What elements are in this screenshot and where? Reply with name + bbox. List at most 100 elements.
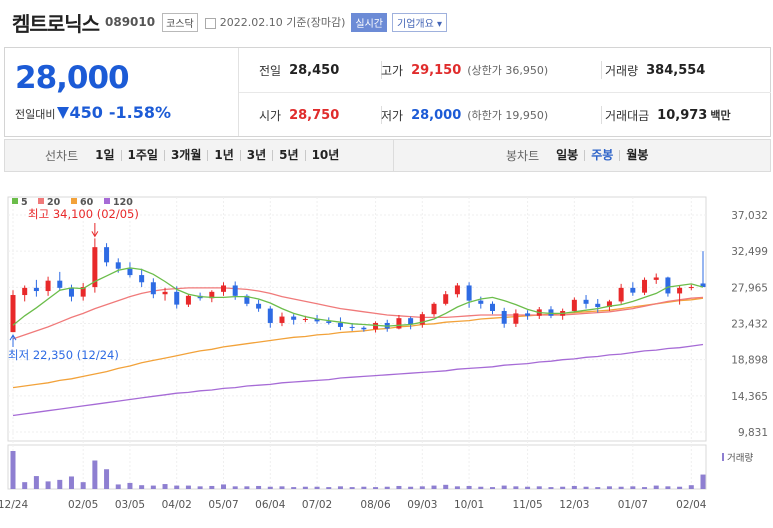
volume-cell: 거래량 384,554 bbox=[585, 48, 771, 92]
volume-bar bbox=[373, 487, 379, 489]
volume-bar bbox=[466, 485, 472, 489]
candle-body bbox=[337, 322, 343, 327]
candle-body bbox=[489, 303, 495, 311]
volume-bar bbox=[536, 486, 542, 489]
y-tick-label: 9,831 bbox=[738, 427, 768, 439]
volume-bar bbox=[384, 486, 390, 489]
price-change: 전일대비 450 -1.58% bbox=[15, 103, 171, 122]
volume-legend-label: 거래량 bbox=[727, 452, 753, 464]
line-period-button-5[interactable]: 5년 bbox=[272, 149, 304, 161]
line-period-button-2[interactable]: 3개월 bbox=[163, 149, 207, 161]
volume-bar bbox=[185, 485, 191, 489]
volume-bar bbox=[33, 476, 39, 489]
detail-row: 시가 28,750 저가 28,000 (하한가 19,950) 거래대금 10,973… bbox=[239, 92, 771, 136]
candle-body bbox=[92, 247, 98, 288]
line-period-button-1[interactable]: 1주일 bbox=[120, 149, 164, 161]
x-tick-label: 02/05 bbox=[68, 499, 98, 511]
volume-bar bbox=[513, 486, 519, 489]
candle-body bbox=[33, 287, 39, 292]
volume-bar bbox=[501, 485, 507, 489]
amount-value: 10,973 bbox=[657, 107, 708, 123]
candle-body bbox=[80, 287, 86, 297]
y-tick-label: 27,965 bbox=[731, 282, 768, 294]
candle-period-button-0[interactable]: 일봉 bbox=[556, 148, 579, 162]
candle-body bbox=[326, 321, 332, 323]
candle-body bbox=[466, 285, 472, 301]
x-tick-label: 10/01 bbox=[454, 499, 484, 511]
line-period-button-4[interactable]: 3년 bbox=[239, 149, 272, 161]
volume-bar bbox=[326, 487, 332, 489]
price-summary-box: 28,000 전일대비 450 -1.58% 전일 28,450 고가 29,150 (상… bbox=[4, 47, 771, 137]
volume-bar bbox=[68, 476, 74, 489]
line-chart-label: 선차트 bbox=[45, 149, 79, 163]
candle-period-button-1[interactable]: 주봉 bbox=[584, 149, 619, 161]
candle-body bbox=[314, 318, 320, 322]
low-annotation: 최저 22,350 (12/24) bbox=[8, 348, 119, 362]
prev-close-cell: 전일 28,450 bbox=[239, 48, 379, 92]
volume-bar bbox=[115, 484, 121, 489]
volume-bar bbox=[653, 485, 659, 489]
line-period-button-6[interactable]: 10년 bbox=[304, 149, 346, 161]
volume-bar bbox=[525, 486, 531, 489]
candle-body bbox=[431, 303, 437, 315]
candle-body bbox=[244, 295, 250, 304]
y-tick-label: 32,499 bbox=[731, 246, 768, 258]
volume-bar bbox=[349, 487, 355, 489]
reference-date: 2022.02.10 기준(장마감) bbox=[219, 16, 346, 29]
candle-body bbox=[501, 310, 507, 324]
realtime-button[interactable]: 실시간 bbox=[351, 12, 387, 32]
candle-body bbox=[373, 322, 379, 330]
volume-bar bbox=[571, 485, 577, 489]
x-tick-label: 07/02 bbox=[302, 499, 332, 511]
candle-body bbox=[396, 318, 402, 329]
volume-bar bbox=[256, 485, 262, 489]
candle-body bbox=[349, 326, 355, 328]
candle-body bbox=[454, 285, 460, 295]
high-annotation: 최고 34,100 (02/05) bbox=[28, 207, 139, 221]
candle-body bbox=[361, 327, 367, 330]
high-arrow-head bbox=[91, 231, 99, 238]
y-tick-label: 23,432 bbox=[731, 319, 768, 331]
candle-body bbox=[478, 300, 484, 304]
ma5-line bbox=[12, 267, 704, 327]
divider bbox=[381, 61, 382, 79]
weekly-candle-chart: 37,032 32,499 27,965 23,432 18,898 14,365 9,83… bbox=[0, 196, 768, 511]
divider bbox=[601, 61, 602, 79]
line-period-button-3[interactable]: 1년 bbox=[207, 149, 239, 161]
ma-legend-label: 20 bbox=[47, 197, 61, 208]
current-price: 28,000 bbox=[15, 60, 130, 96]
volume-bar bbox=[139, 485, 145, 489]
high-label: 고가 bbox=[381, 63, 404, 78]
volume-bar bbox=[700, 474, 706, 489]
x-tick-label: 03/05 bbox=[115, 499, 145, 511]
line-chart-periods: 선차트 1일 1주일 3개월 1년 3년 5년 10년 bbox=[45, 140, 345, 171]
candle-period-button-2[interactable]: 월봉 bbox=[619, 149, 654, 161]
candle-body bbox=[688, 287, 694, 289]
current-price-panel: 28,000 전일대비 450 -1.58% bbox=[5, 48, 239, 136]
ma-legend-label: 60 bbox=[80, 197, 94, 208]
company-overview-button[interactable]: 기업개요 ▾ bbox=[392, 12, 447, 32]
volume-bar bbox=[314, 486, 320, 489]
volume-bar bbox=[209, 485, 215, 489]
candle-body bbox=[127, 268, 133, 276]
volume-bar bbox=[606, 486, 612, 489]
volume-bar bbox=[618, 486, 624, 489]
upper-limit: (상한가 36,950) bbox=[467, 64, 549, 77]
candle-body bbox=[525, 313, 531, 316]
ma-legend-swatch bbox=[104, 198, 110, 204]
low-cell: 저가 28,000 (하한가 19,950) bbox=[361, 93, 601, 137]
line-period-button-0[interactable]: 1일 bbox=[95, 148, 115, 162]
x-tick-label: 12/24 bbox=[0, 499, 28, 511]
candle-body bbox=[162, 291, 168, 295]
y-tick-label: 14,365 bbox=[731, 391, 768, 403]
candle-body bbox=[68, 287, 74, 297]
stock-code: 089010 bbox=[105, 15, 156, 29]
candle-body bbox=[513, 313, 519, 324]
volume-bar bbox=[583, 486, 589, 489]
ma-legend-swatch bbox=[38, 198, 44, 204]
volume-bar bbox=[267, 486, 273, 489]
volume-bar bbox=[419, 486, 425, 489]
low-value: 28,000 bbox=[411, 107, 462, 123]
volume-bar bbox=[630, 486, 636, 489]
volume-bar bbox=[92, 460, 98, 489]
